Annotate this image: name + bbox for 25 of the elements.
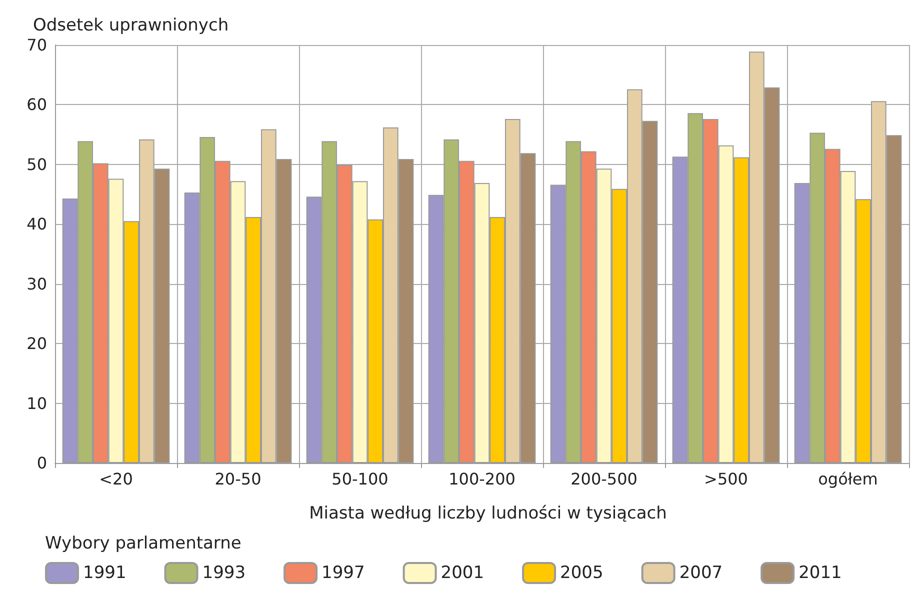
legend-label: 2001: [440, 563, 484, 583]
x-tick-label: ogółem: [818, 470, 878, 488]
x-axis-title: Miasta według liczby ludności w tysiącach: [309, 504, 667, 524]
legend-label: 1997: [322, 563, 365, 583]
x-tick-label: >500: [704, 470, 748, 488]
y-tick-label: 50: [26, 154, 47, 174]
y-axis-title: Odsetek uprawnionych: [33, 16, 229, 36]
legend-label: 2007: [679, 563, 723, 583]
x-tick-label: <20: [99, 470, 133, 488]
y-tick-label: 30: [26, 274, 47, 294]
x-tick-label: 20-50: [214, 470, 262, 488]
x-tick-label: 200-500: [570, 470, 638, 488]
legend-label: 2005: [560, 563, 604, 583]
x-tick-label: 100-200: [448, 470, 516, 488]
y-tick-label: 0: [36, 454, 47, 472]
y-tick-label: 40: [26, 214, 47, 234]
y-tick-label: 70: [26, 36, 47, 54]
y-tick-label: 60: [26, 95, 47, 114]
y-tick-label: 10: [26, 394, 47, 413]
y-tick-label: 20: [26, 334, 47, 354]
legend-label: 1993: [202, 563, 246, 583]
legend-title: Wybory parlamentarne: [45, 534, 242, 554]
x-tick-label: 50-100: [332, 470, 388, 488]
legend-label: 1991: [83, 563, 126, 583]
legend-label: 2011: [798, 563, 842, 583]
